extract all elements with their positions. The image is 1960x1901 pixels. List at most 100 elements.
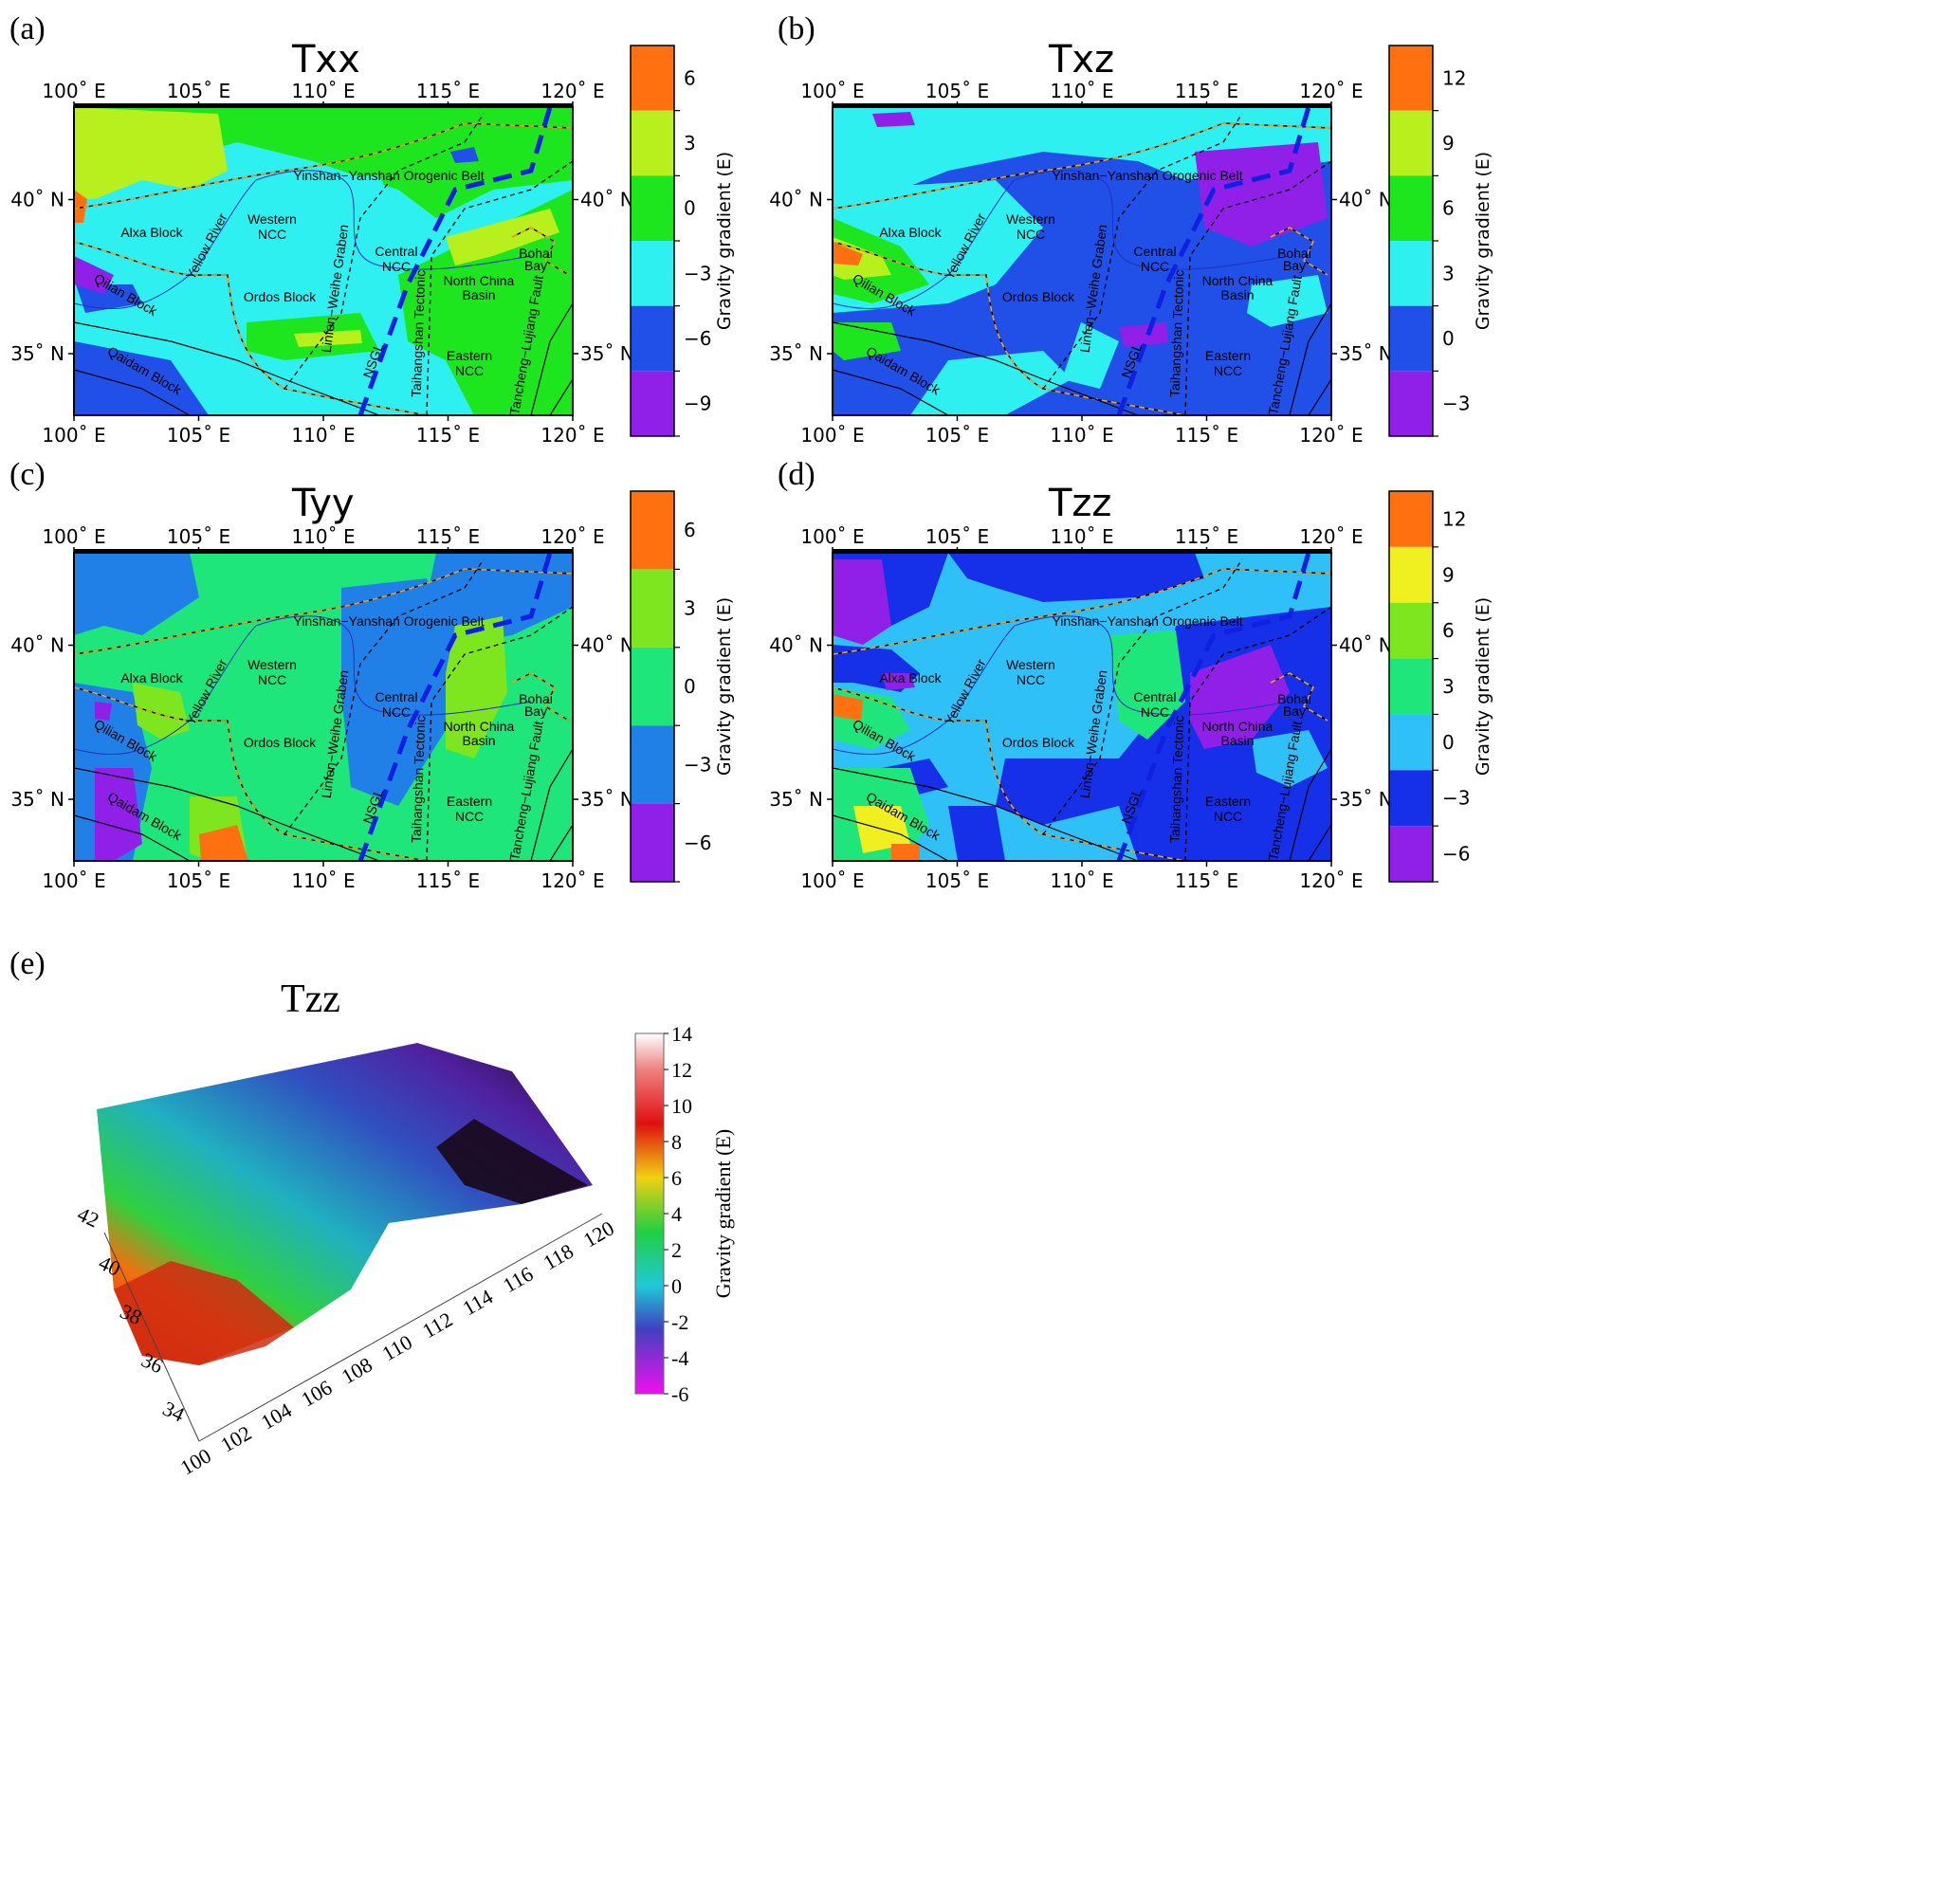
colorbar-segment [1389, 714, 1433, 771]
colorbar-segment [631, 803, 674, 882]
region-label: Bohai [1277, 246, 1311, 261]
lon-tick-label-bottom: 115˚ E [416, 424, 480, 447]
lat-tick-label-left: 40˚ N [769, 189, 823, 211]
fault-line [833, 767, 1139, 861]
colorbar-segment [1389, 658, 1433, 715]
colorbar-label: Gravity gradient (E) [1473, 597, 1493, 776]
nsgl-line [357, 107, 553, 415]
region-label: Central [375, 244, 417, 259]
lon-tick-label-bottom: 110˚ E [291, 424, 355, 447]
colorbar-e-tick-label: -4 [671, 1346, 688, 1370]
colorbar-segment [631, 647, 674, 726]
fault-line [1289, 302, 1331, 415]
region-label: Basin [1220, 287, 1254, 302]
colorbar-e-tick-label: 2 [671, 1238, 682, 1262]
colorbar-segment [631, 110, 674, 176]
region-label: Yinshan−Yanshan Orogenic Belt [1052, 168, 1242, 183]
anomaly-patch [76, 284, 142, 313]
colorbar-e-tick-label: -2 [671, 1310, 688, 1334]
region-label: Yinshan−Yanshan Orogenic Belt [1052, 613, 1242, 629]
region-label: NCC [258, 227, 286, 242]
surface-high-region [114, 1261, 294, 1365]
block-boundary-dashed [74, 568, 573, 655]
region-label: North China [1202, 719, 1273, 734]
nsgl-line [1116, 107, 1311, 415]
region-label: Western [1006, 657, 1055, 672]
region-label: NCC [455, 363, 484, 378]
anomaly-patch [95, 702, 112, 721]
region-label: Ordos Block [1002, 289, 1075, 304]
lon-tick-label-top: 105˚ E [925, 80, 989, 102]
lat-tick-label-left: 35˚ N [10, 788, 64, 811]
region-label: Taihangshan Tectonic [409, 715, 429, 843]
anomaly-patch [882, 673, 915, 690]
lon-tick-label-bottom: 105˚ E [167, 869, 230, 892]
river-line [74, 274, 191, 310]
colorbar-tick-label: 12 [1442, 507, 1466, 530]
fault-line [1308, 378, 1331, 415]
region-label: Basin [1220, 733, 1254, 748]
colorbar-segment [1389, 602, 1433, 659]
surface-x-tick-label: 116 [499, 1262, 537, 1298]
fault-line [530, 302, 573, 415]
nsgl-line [357, 553, 553, 861]
lon-tick-label-top: 115˚ E [1175, 80, 1238, 102]
region-label: Eastern [1205, 794, 1251, 809]
block-boundary [833, 241, 1186, 415]
graben-line [1042, 113, 1243, 390]
block-boundary-dashed [833, 568, 1331, 655]
yellow-river-line [189, 615, 532, 722]
colorbar-segment [1389, 491, 1433, 547]
fault-line [549, 378, 573, 415]
region-label: Western [247, 211, 297, 227]
graben-line [284, 113, 485, 390]
surface-x-axis [198, 1213, 603, 1442]
region-label: NCC [382, 704, 411, 720]
anomaly-patch [1119, 322, 1168, 347]
lat-tick-label-right: 35˚ N [1339, 342, 1393, 365]
colorbar-e-tick-label: 0 [671, 1274, 682, 1298]
anomaly-patch [95, 768, 142, 861]
colorbar-e-tick-label: 10 [671, 1094, 692, 1118]
river-line [833, 720, 949, 756]
anomaly-layer [833, 553, 1331, 861]
region-label: Alxa Block [879, 225, 942, 240]
region-label: Alxa Block [120, 670, 183, 685]
block-boundary-dashed [511, 227, 570, 276]
surface-x-tick-label: 108 [338, 1352, 376, 1388]
lat-tick-label-right: 35˚ N [580, 342, 634, 365]
anomaly-patch [341, 578, 455, 806]
region-label: Yinshan−Yanshan Orogenic Belt [293, 168, 484, 183]
lon-tick-label-top: 100˚ E [800, 525, 864, 548]
colorbar-e-gradient [634, 1033, 665, 1395]
lon-tick-label-bottom: 120˚ E [1299, 869, 1363, 892]
lon-tick-label-bottom: 120˚ E [540, 869, 604, 892]
colorbar-label: Gravity gradient (E) [714, 597, 735, 776]
map-panel-c: 100˚ E 100˚ E 105˚ E 105˚ E 110˚ E 110˚ E 115˚… [10, 525, 634, 892]
colorbar-segment [1389, 305, 1433, 372]
lon-tick-label-top: 110˚ E [291, 525, 355, 548]
lon-tick-label-bottom: 105˚ E [925, 424, 989, 447]
fault-line [74, 369, 191, 415]
anomaly-patch [427, 553, 573, 645]
lon-tick-label-top: 115˚ E [416, 525, 480, 548]
yellow-river-line [947, 615, 1291, 722]
anomaly-patch [74, 107, 228, 199]
colorbar-d: 12 9 6 3 0 −3 −6 Gravity gradient (E) [1388, 490, 1493, 883]
colorbar-e-label: Gravity gradient (E) [711, 1129, 735, 1298]
lon-tick-label-top: 115˚ E [416, 80, 480, 102]
lon-tick-label-top: 105˚ E [925, 525, 989, 548]
fault-line [74, 814, 191, 861]
lat-tick-label-right: 35˚ N [1339, 788, 1393, 811]
colorbar-tick-label: −6 [1442, 843, 1470, 866]
anomaly-patch [948, 553, 1204, 602]
region-label: NCC [1141, 259, 1169, 274]
region-label: NCC [1017, 672, 1045, 687]
region-label: Western [1006, 211, 1055, 227]
map-panel-b: 100˚ E 100˚ E 105˚ E 105˚ E 110˚ E 110˚ E 115˚… [769, 80, 1393, 447]
lon-tick-label-top: 100˚ E [42, 525, 105, 548]
region-label: Central [1133, 244, 1176, 259]
colorbar-e-tick-label: 6 [671, 1166, 682, 1190]
anomaly-patch [891, 844, 920, 861]
colorbar-tick-label: 3 [684, 597, 696, 620]
